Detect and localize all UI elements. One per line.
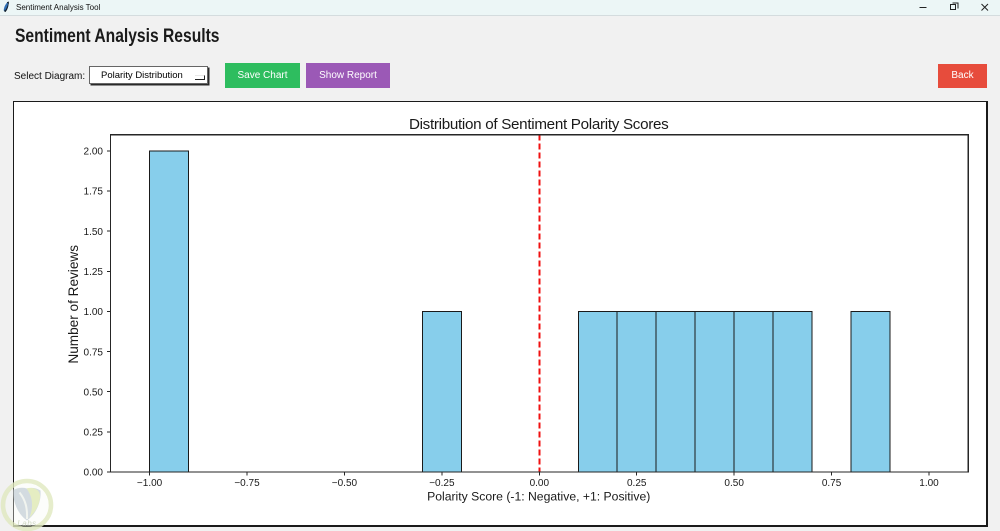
svg-text:1.75: 1.75 xyxy=(84,187,104,198)
svg-text:1.00: 1.00 xyxy=(919,478,939,489)
svg-text:0.50: 0.50 xyxy=(84,387,104,398)
svg-text:−0.25: −0.25 xyxy=(429,478,455,489)
svg-text:Labs: Labs xyxy=(17,519,36,528)
svg-text:−0.50: −0.50 xyxy=(332,478,358,489)
svg-text:Number of Reviews: Number of Reviews xyxy=(66,245,81,364)
svg-text:0.25: 0.25 xyxy=(627,478,647,489)
svg-text:0.50: 0.50 xyxy=(724,478,744,489)
svg-text:1.00: 1.00 xyxy=(84,307,104,318)
svg-text:0.75: 0.75 xyxy=(84,347,104,358)
svg-text:0.25: 0.25 xyxy=(84,428,104,439)
svg-text:−0.75: −0.75 xyxy=(234,478,260,489)
svg-text:−1.00: −1.00 xyxy=(137,478,163,489)
svg-text:Distribution of Sentiment Pola: Distribution of Sentiment Polarity Score… xyxy=(409,116,669,133)
svg-text:1.25: 1.25 xyxy=(84,267,104,278)
svg-text:0.00: 0.00 xyxy=(530,478,550,489)
svg-text:0.75: 0.75 xyxy=(822,478,842,489)
svg-text:1.50: 1.50 xyxy=(84,227,104,238)
svg-text:0.00: 0.00 xyxy=(84,468,104,479)
svg-text:2.00: 2.00 xyxy=(84,147,104,158)
svg-text:Polarity Score (-1: Negative,: Polarity Score (-1: Negative, +1: Positi… xyxy=(427,490,650,504)
